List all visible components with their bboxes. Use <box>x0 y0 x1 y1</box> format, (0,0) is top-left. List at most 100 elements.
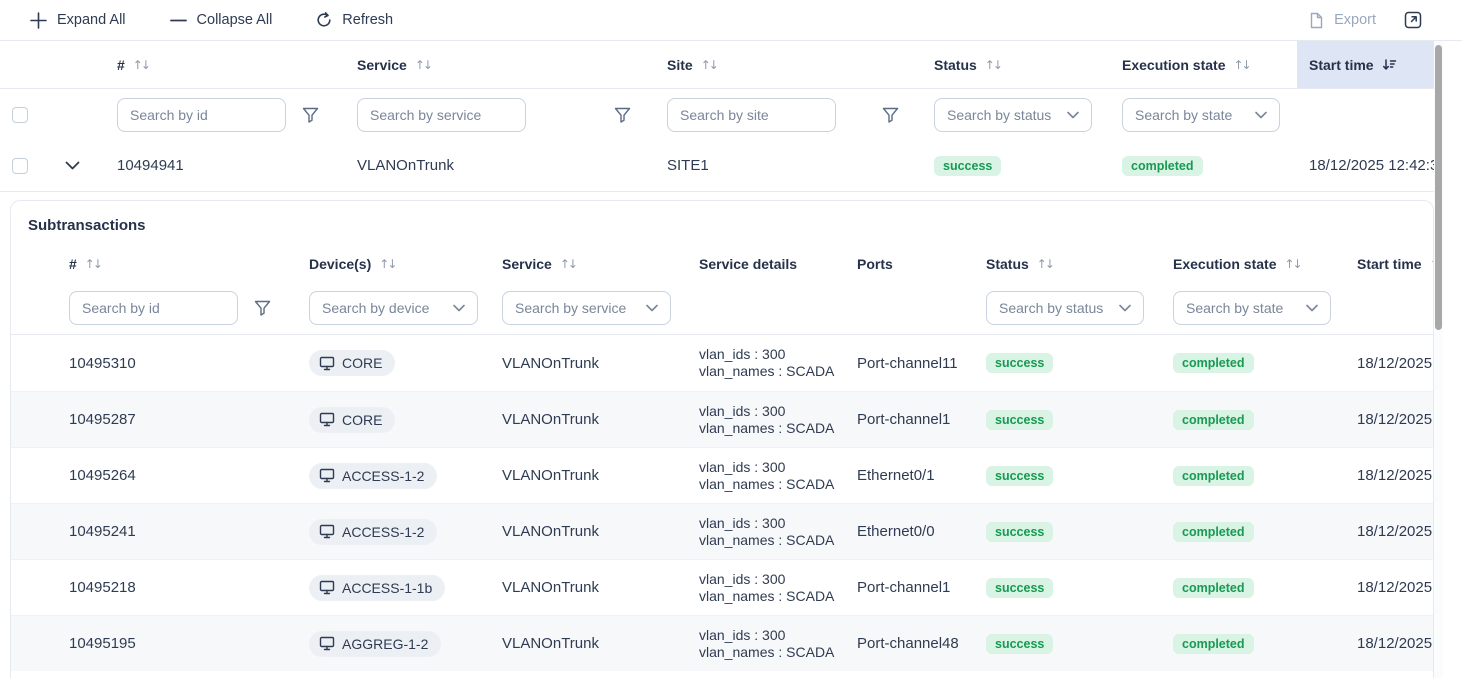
status-badge: success <box>986 577 1054 598</box>
table-row[interactable]: 10494941 VLANOnTrunk SITE1 success compl… <box>0 140 1434 192</box>
sort-arrows-icon[interactable]: ↑↓ <box>1036 257 1055 271</box>
search-state-select[interactable]: Search by state <box>1122 97 1280 132</box>
select-placeholder: Search by state <box>1135 106 1233 123</box>
expand-all-button[interactable]: Expand All <box>30 11 126 29</box>
sub-column-header-start-time[interactable]: Start time ↑↓ <box>1345 246 1433 282</box>
sub-search-service-select[interactable]: Search by service <box>502 291 671 325</box>
sub-column-header-devices[interactable]: Device(s) ↑↓ <box>297 246 490 282</box>
status-badge: success <box>986 633 1054 654</box>
column-header-status[interactable]: Status ↑↓ <box>922 41 1110 88</box>
filter-icon[interactable] <box>882 107 899 123</box>
sub-filter-id-cell <box>11 282 297 334</box>
sort-arrows-icon[interactable]: ↑↓ <box>984 57 1003 72</box>
execution-state-badge: completed <box>1173 409 1254 430</box>
filter-icon[interactable] <box>302 107 319 123</box>
cell-service: VLANOnTrunk <box>502 635 599 652</box>
chevron-down-icon <box>646 304 658 312</box>
chevron-down-icon[interactable] <box>65 161 80 171</box>
device-monitor-icon <box>319 636 335 651</box>
scrollbar-thumb[interactable] <box>1435 45 1442 330</box>
device-monitor-icon <box>319 524 335 539</box>
vertical-scrollbar[interactable] <box>1434 41 1443 678</box>
table-row[interactable]: 10495218 ACCESS-1-1b VLANOnTrunk vlan_id… <box>11 559 1433 615</box>
sub-table-header: # ↑↓ Device(s) ↑↓ Service ↑↓ Service det… <box>11 246 1433 282</box>
sort-arrows-icon[interactable]: ↑↓ <box>1430 257 1433 271</box>
cell-status: success <box>974 392 1161 447</box>
sort-arrows-icon[interactable]: ↑↓ <box>132 57 151 72</box>
select-all-checkbox[interactable] <box>12 106 28 123</box>
filter-icon[interactable] <box>614 107 631 123</box>
sub-column-header-status[interactable]: Status ↑↓ <box>974 246 1161 282</box>
cell-ports: Port-channel1 <box>857 411 951 428</box>
sort-descending-icon[interactable] <box>1382 58 1397 72</box>
column-header-site[interactable]: Site ↑↓ <box>655 41 922 88</box>
sub-column-header-service[interactable]: Service ↑↓ <box>490 246 687 282</box>
export-button[interactable]: Export <box>1309 12 1376 29</box>
cell-site: SITE1 <box>667 157 709 174</box>
status-badge: success <box>986 353 1054 373</box>
sort-arrows-icon[interactable]: ↑↓ <box>1233 57 1251 72</box>
cell-status: success <box>974 448 1161 503</box>
sort-arrows-icon[interactable]: ↑↓ <box>700 57 719 72</box>
sub-search-status-select[interactable]: Search by status <box>986 291 1144 325</box>
search-status-select[interactable]: Search by status <box>934 97 1092 132</box>
table-row[interactable]: 10495195 AGGREG-1-2 VLANOnTrunk vlan_ids… <box>11 615 1433 671</box>
cell-ports: Port-channel48 <box>857 635 959 652</box>
filter-icon[interactable] <box>254 300 271 316</box>
cell-devices: CORE <box>297 392 490 447</box>
sort-arrows-icon[interactable]: ↑↓ <box>559 257 578 271</box>
column-header-execution-state[interactable]: Execution state ↑↓ <box>1110 41 1297 88</box>
column-header-service[interactable]: Service ↑↓ <box>345 41 655 88</box>
refresh-button[interactable]: Refresh <box>316 12 393 28</box>
refresh-icon <box>316 12 332 28</box>
column-label: # <box>69 256 77 272</box>
collapse-all-button[interactable]: Collapse All <box>169 12 272 29</box>
sort-arrows-icon[interactable]: ↑↓ <box>84 257 103 271</box>
column-label: Service <box>357 56 407 73</box>
sub-search-state-select[interactable]: Search by state <box>1173 291 1331 325</box>
table-row[interactable]: 10495264 ACCESS-1-2 VLANOnTrunk vlan_ids… <box>11 447 1433 503</box>
column-label: Execution state <box>1173 256 1277 272</box>
search-site-input[interactable] <box>667 97 836 132</box>
cell-start-time: 18/12/2025 <box>1357 411 1433 428</box>
expand-window-button[interactable] <box>1404 11 1422 29</box>
column-label: Status <box>986 256 1029 272</box>
cell-devices: ACCESS-1-2 <box>297 448 490 503</box>
column-label: Start time <box>1357 256 1422 272</box>
column-label: # <box>117 56 125 73</box>
sub-column-header-id[interactable]: # ↑↓ <box>11 246 297 282</box>
status-badge: success <box>986 521 1054 542</box>
plus-icon <box>30 11 47 29</box>
cell-start-time: 18/12/2025 <box>1357 523 1433 540</box>
cell-id: 10495310 <box>69 354 136 372</box>
column-header-start-time[interactable]: Start time <box>1297 41 1434 88</box>
search-service-input[interactable] <box>357 97 526 132</box>
filter-site-cell <box>655 89 922 140</box>
device-chip: CORE <box>309 406 396 433</box>
sub-column-header-execution-state[interactable]: Execution state ↑↓ <box>1161 246 1345 282</box>
cell-service-details: vlan_ids : 300 vlan_names : SCADA <box>687 448 845 503</box>
cell-status: success <box>974 560 1161 615</box>
sort-arrows-icon[interactable]: ↑↓ <box>379 257 397 271</box>
file-icon <box>1309 12 1324 29</box>
sort-arrows-icon[interactable]: ↑↓ <box>414 57 433 72</box>
cell-start-time: 18/12/2025 <box>1357 635 1433 652</box>
device-monitor-icon <box>319 580 335 595</box>
row-checkbox[interactable] <box>12 157 28 174</box>
sort-arrows-icon[interactable]: ↑↓ <box>1284 257 1302 271</box>
sub-search-device-select[interactable]: Search by device <box>309 291 478 325</box>
chevron-down-icon <box>1119 304 1131 312</box>
select-all-cell <box>0 89 40 140</box>
search-id-input[interactable] <box>117 97 286 132</box>
table-row[interactable]: 10495287 CORE VLANOnTrunk vlan_ids : 300… <box>11 391 1433 447</box>
cell-id: 10495195 <box>69 635 136 652</box>
sub-search-id-input[interactable] <box>69 291 238 325</box>
table-row[interactable]: 10495241 ACCESS-1-2 VLANOnTrunk vlan_ids… <box>11 503 1433 559</box>
select-placeholder: Search by status <box>947 106 1052 123</box>
table-row[interactable]: 10495310 CORE VLANOnTrunk vlan_ids : 300… <box>11 335 1433 391</box>
status-badge: success <box>986 409 1054 430</box>
column-header-id[interactable]: # ↑↓ <box>105 41 345 88</box>
expand-all-label: Expand All <box>57 12 126 28</box>
cell-id: 10495287 <box>69 411 136 428</box>
